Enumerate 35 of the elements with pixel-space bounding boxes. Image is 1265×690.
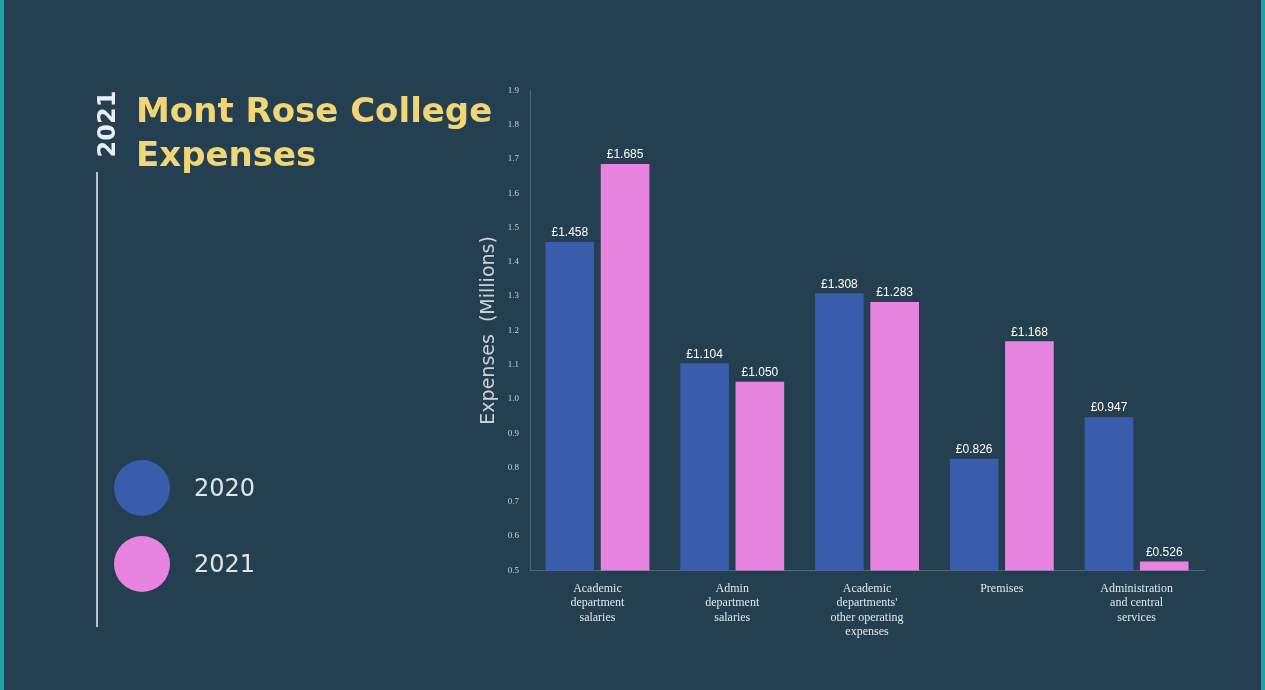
y-axis-title: Expenses (Millions) [476, 236, 499, 425]
y-tick-label: 1.9 [507, 84, 520, 95]
y-tick-label: 1.7 [507, 153, 520, 164]
data-label: £1.050 [741, 365, 779, 380]
x-tick-label: Administration and central services [1100, 580, 1173, 624]
data-label: £0.526 [1145, 544, 1183, 559]
x-tick-label: Premises [980, 580, 1024, 595]
data-label: £1.104 [686, 346, 724, 361]
x-tick-label: Academic departments' other operating expenses [830, 580, 904, 638]
y-tick-label: 0.6 [507, 530, 520, 541]
data-label: £1.308 [821, 276, 859, 291]
data-label: £1.168 [1011, 324, 1049, 339]
y-tick-label: 1.4 [507, 256, 520, 267]
y-tick-label: 0.5 [507, 564, 520, 575]
legend-label: 2020 [194, 474, 256, 502]
y-tick-label: 1.3 [507, 290, 520, 301]
y-tick-label: 1.6 [507, 187, 520, 198]
data-label: £1.283 [876, 285, 914, 300]
text: 2021 [93, 90, 122, 158]
data-label: £1.458 [551, 225, 589, 240]
y-tick-label: 0.7 [507, 496, 520, 507]
y-tick-label: 1.5 [507, 221, 520, 232]
y-tick-label: 1.0 [507, 393, 520, 404]
y-tick-label: 1.8 [507, 119, 520, 130]
text: Mont Rose College Expenses [136, 89, 494, 176]
x-tick-label: Admin department salaries [705, 580, 760, 624]
y-tick-label: 1.1 [507, 359, 520, 370]
y-tick-label: 0.9 [507, 427, 520, 438]
data-label: £0.826 [955, 441, 993, 456]
y-tick-label: 0.8 [507, 461, 520, 472]
x-tick-label: Academic department salaries [570, 580, 626, 624]
y-tick-label: 1.2 [507, 324, 520, 335]
legend-label: 2021 [194, 550, 256, 578]
data-label: £0.947 [1090, 400, 1128, 415]
data-label: £1.685 [606, 147, 644, 162]
